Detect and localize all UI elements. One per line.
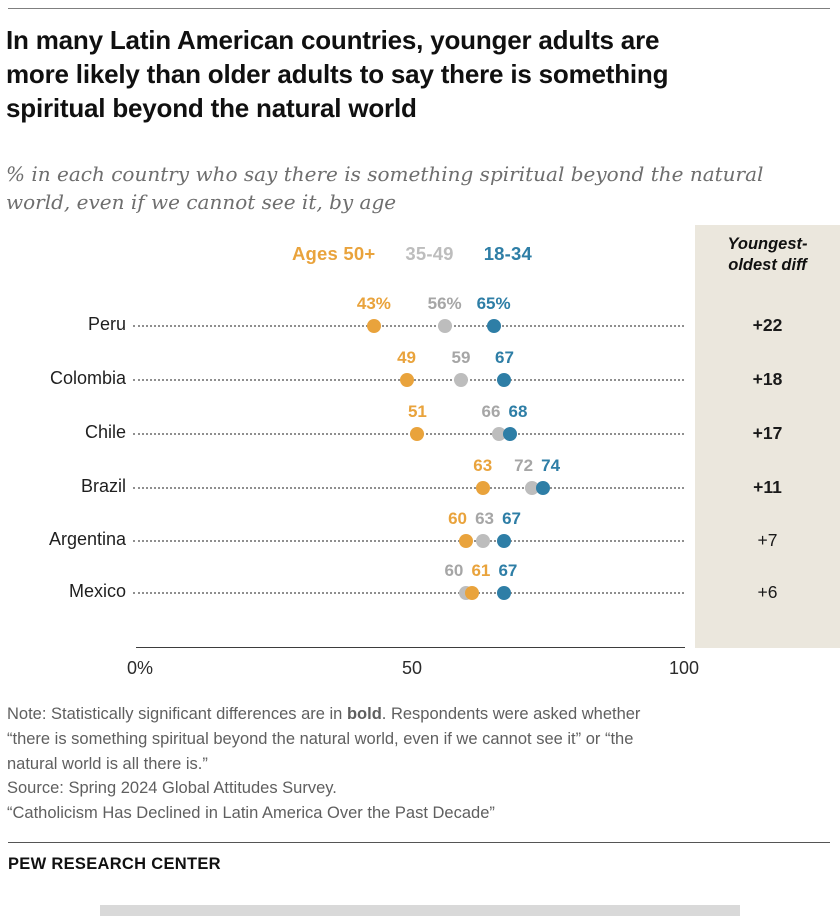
dot-blue-18-34 <box>535 481 550 495</box>
note-bold-word: bold <box>346 705 382 723</box>
value-label: 74 <box>541 456 561 475</box>
dot-gray-35-49 <box>437 319 452 333</box>
value-label: 56% <box>427 294 462 313</box>
value-label: 51 <box>407 402 427 421</box>
country-label: Chile <box>84 422 126 442</box>
x-axis-line <box>136 647 685 648</box>
value-label: 63 <box>475 509 494 528</box>
value-label: 43% <box>356 294 391 313</box>
dot-blue-18-34 <box>497 534 512 548</box>
dot-blue-18-34 <box>497 586 512 600</box>
row-dotted-leader <box>133 540 684 542</box>
footer-divider <box>8 842 830 843</box>
diff-panel-header-line2: oldest diff <box>728 256 807 275</box>
source-text: Source: Spring 2024 Global Attitudes Sur… <box>7 779 337 798</box>
dot-orange-ages-50+ <box>459 534 474 548</box>
diff-panel-header: Youngest- oldest diff <box>695 234 840 277</box>
value-label: 67 <box>495 348 514 367</box>
row-dotted-leader <box>133 379 684 381</box>
value-label: 72 <box>514 456 534 475</box>
legend-ages-35-49: 35-49 <box>405 243 454 264</box>
value-label: 61 <box>471 561 491 580</box>
dot-blue-18-34 <box>497 373 512 387</box>
top-divider <box>8 8 830 9</box>
country-label: Peru <box>87 314 126 334</box>
value-label: 67 <box>502 509 521 528</box>
x-tick-label: 50 <box>401 658 423 678</box>
value-label: 67 <box>498 561 518 580</box>
chart-legend: Ages 50+ 35-49 18-34 <box>140 243 684 265</box>
value-label: 59 <box>451 348 471 367</box>
citation-text: “Catholicism Has Declined in Latin Ameri… <box>7 804 495 822</box>
dot-gray-35-49 <box>459 586 474 600</box>
value-label: 66 <box>481 402 501 421</box>
value-label: 63 <box>473 456 493 475</box>
value-label: 68 <box>508 402 528 421</box>
dot-gray-35-49 <box>524 481 539 495</box>
notes-block: Note: Statistically significant differen… <box>7 702 829 826</box>
note-prefix: Note: Statistically significant differen… <box>7 705 347 723</box>
dot-orange-ages-50+ <box>410 427 425 441</box>
dot-gray-35-49 <box>475 534 490 548</box>
note-suffix: . Respondents were asked whether “there … <box>7 705 641 773</box>
row-dotted-leader <box>133 325 684 327</box>
dot-gray-35-49 <box>453 373 468 387</box>
value-label: 65% <box>476 294 511 313</box>
dot-blue-18-34 <box>502 427 517 441</box>
row-dotted-leader <box>133 487 684 489</box>
row-dotted-leader <box>133 433 684 435</box>
value-label: 60 <box>444 561 464 580</box>
country-label: Mexico <box>68 581 126 601</box>
chart-subtitle: % in each country who say there is somet… <box>6 162 764 215</box>
country-label: Argentina <box>48 529 126 549</box>
value-label: 60 <box>448 509 467 528</box>
bottom-gray-strip <box>100 905 740 916</box>
dot-gray-35-49 <box>492 427 507 441</box>
country-label: Colombia <box>49 368 126 388</box>
row-dotted-leader <box>133 592 684 594</box>
diff-panel-header-line1: Youngest- <box>727 235 808 253</box>
dot-orange-ages-50+ <box>475 481 490 495</box>
note-text: Note: Statistically significant differen… <box>7 702 829 776</box>
x-tick-label: 100 <box>668 658 700 678</box>
x-tick-label: 0% <box>126 658 154 678</box>
dot-blue-18-34 <box>486 319 501 333</box>
brand-footer: PEW RESEARCH CENTER <box>8 855 221 873</box>
dot-orange-ages-50+ <box>464 586 479 600</box>
value-label: 49 <box>397 348 417 367</box>
diff-panel-background <box>695 225 840 648</box>
country-label: Brazil <box>80 476 126 496</box>
chart-title: In many Latin American countries, younge… <box>6 25 669 123</box>
legend-ages-18-34: 18-34 <box>483 243 533 264</box>
dot-orange-ages-50+ <box>366 319 381 333</box>
dot-orange-ages-50+ <box>399 373 414 387</box>
legend-ages-50plus: Ages 50+ <box>291 243 376 264</box>
